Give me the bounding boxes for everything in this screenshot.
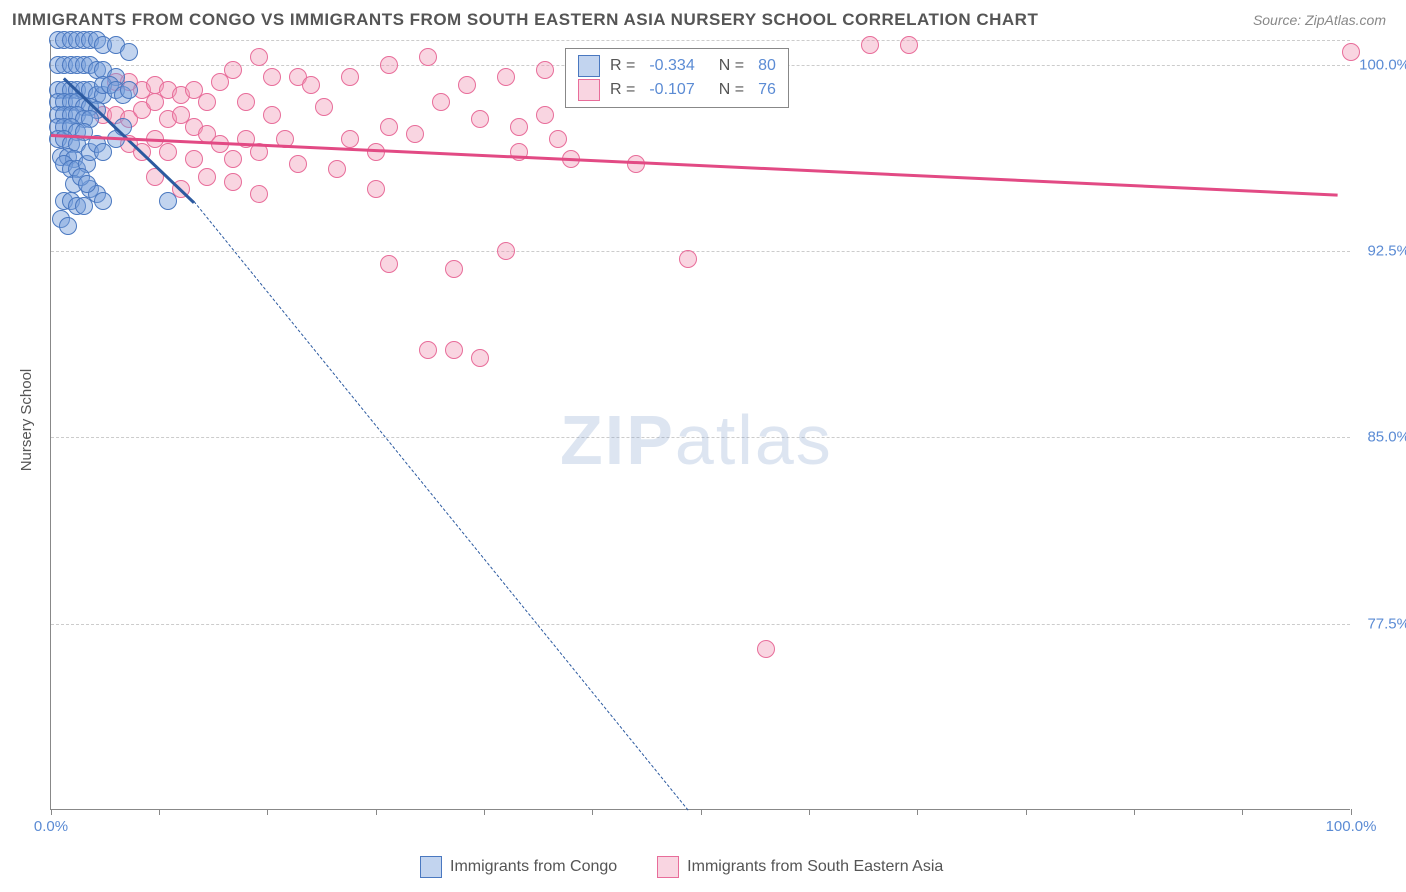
x-tick [701,809,702,815]
legend-r-label: R = [610,81,635,99]
data-point [185,150,203,168]
data-point [510,118,528,136]
data-point [445,260,463,278]
data-point [224,150,242,168]
legend-swatch [578,79,600,101]
plot-area: 77.5%85.0%92.5%100.0%0.0%100.0% [50,40,1350,810]
data-point [900,36,918,54]
legend-swatch [578,55,600,77]
data-point [302,76,320,94]
x-tick [917,809,918,815]
data-point [497,242,515,260]
data-point [250,185,268,203]
data-point [627,155,645,173]
data-point [549,130,567,148]
legend-swatch [657,856,679,878]
data-point [159,192,177,210]
x-tick [376,809,377,815]
data-point [198,93,216,111]
data-point [146,93,164,111]
data-point [1342,43,1360,61]
data-point [432,93,450,111]
data-point [380,118,398,136]
data-point [224,173,242,191]
legend-n-label: N = [719,81,744,99]
source-label: Source: ZipAtlas.com [1253,12,1386,28]
y-tick-label: 92.5% [1355,243,1406,260]
x-tick [159,809,160,815]
data-point [224,61,242,79]
data-point [406,125,424,143]
data-point [289,155,307,173]
legend-r-value: -0.334 [649,57,694,75]
data-point [59,217,77,235]
legend-r-label: R = [610,57,635,75]
gridline [51,251,1350,252]
series-name: Immigrants from Congo [450,858,617,875]
x-tick [1134,809,1135,815]
data-point [328,160,346,178]
legend-n-value: 76 [758,81,776,99]
correlation-legend: R = -0.334 N = 80 R = -0.107 N = 76 [565,48,789,108]
data-point [78,175,96,193]
trend-line [51,134,1338,196]
data-point [419,48,437,66]
gridline [51,437,1350,438]
data-point [198,168,216,186]
series-name: Immigrants from South Eastern Asia [687,858,943,875]
data-point [120,43,138,61]
data-point [679,250,697,268]
gridline [51,40,1350,41]
bottom-legend: Immigrants from Congo Immigrants from Sou… [420,856,943,878]
data-point [380,255,398,273]
data-point [861,36,879,54]
data-point [471,110,489,128]
data-point [263,68,281,86]
y-tick-label: 85.0% [1355,429,1406,446]
x-tick [592,809,593,815]
x-tick [1026,809,1027,815]
data-point [497,68,515,86]
data-point [757,640,775,658]
y-axis-label: Nursery School [18,369,35,472]
x-tick [484,809,485,815]
data-point [380,56,398,74]
legend-n-label: N = [719,57,744,75]
data-point [471,349,489,367]
x-tick [267,809,268,815]
legend-r-value: -0.107 [649,81,694,99]
bottom-legend-item: Immigrants from Congo [420,856,617,878]
data-point [536,106,554,124]
data-point [458,76,476,94]
data-point [367,180,385,198]
data-point [120,81,138,99]
y-tick-label: 100.0% [1355,56,1406,73]
chart-title: IMMIGRANTS FROM CONGO VS IMMIGRANTS FROM… [12,10,1038,30]
x-tick-label: 100.0% [1326,818,1377,835]
x-tick [1351,809,1352,815]
data-point [341,68,359,86]
legend-swatch [420,856,442,878]
data-point [263,106,281,124]
data-point [341,130,359,148]
legend-row: R = -0.334 N = 80 [578,55,776,77]
data-point [94,192,112,210]
x-tick-label: 0.0% [34,818,68,835]
x-tick [1242,809,1243,815]
trend-extrapolation [194,202,689,811]
data-point [445,341,463,359]
data-point [315,98,333,116]
data-point [159,143,177,161]
x-tick [51,809,52,815]
legend-row: R = -0.107 N = 76 [578,79,776,101]
data-point [250,48,268,66]
data-point [237,93,255,111]
legend-n-value: 80 [758,57,776,75]
data-point [536,61,554,79]
x-tick [809,809,810,815]
bottom-legend-item: Immigrants from South Eastern Asia [657,856,943,878]
data-point [419,341,437,359]
y-tick-label: 77.5% [1355,615,1406,632]
gridline [51,624,1350,625]
